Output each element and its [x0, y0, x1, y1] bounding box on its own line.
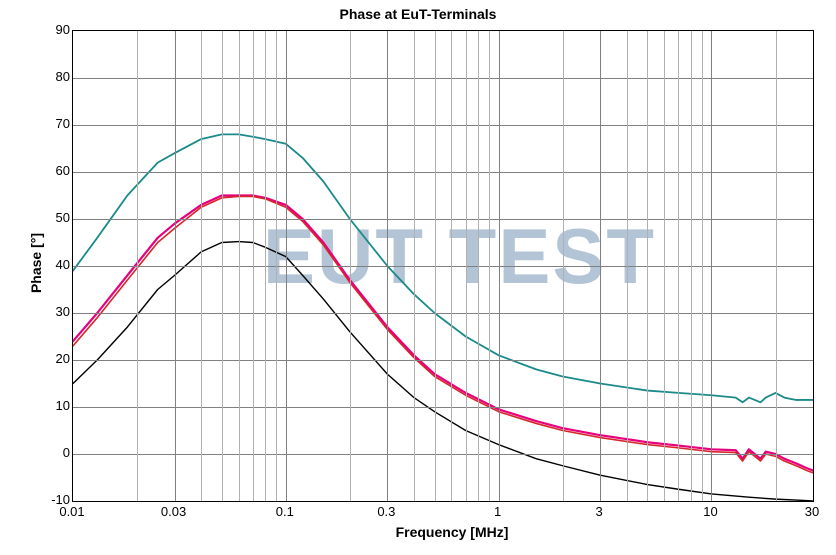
x-tick-label: 1	[494, 504, 501, 519]
grid-v-minor	[239, 31, 240, 501]
y-tick-label: 10	[30, 398, 70, 413]
grid-v-minor	[222, 31, 223, 501]
grid-v-major	[600, 31, 601, 501]
plot-area: EUT TEST	[72, 30, 814, 502]
grid-v-minor	[435, 31, 436, 501]
y-tick-label: 50	[30, 210, 70, 225]
grid-v-minor	[137, 31, 138, 501]
grid-v-minor	[678, 31, 679, 501]
x-axis-label: Frequency [MHz]	[382, 524, 522, 540]
chart-title: Phase at EuT-Terminals	[0, 6, 836, 22]
grid-v-minor	[691, 31, 692, 501]
x-tick-label: 0.01	[59, 504, 84, 519]
grid-v-minor	[489, 31, 490, 501]
y-tick-label: 40	[30, 257, 70, 272]
grid-v-minor	[201, 31, 202, 501]
y-tick-label: 70	[30, 116, 70, 131]
grid-v-minor	[627, 31, 628, 501]
grid-v-minor	[265, 31, 266, 501]
grid-v-minor	[350, 31, 351, 501]
grid-v-major	[175, 31, 176, 501]
grid-v-minor	[702, 31, 703, 501]
y-tick-label: 0	[30, 445, 70, 460]
x-tick-label: 0.03	[161, 504, 186, 519]
grid-v-major	[286, 31, 287, 501]
y-tick-label: 90	[30, 22, 70, 37]
y-tick-label: 30	[30, 304, 70, 319]
y-tick-label: 80	[30, 69, 70, 84]
grid-v-minor	[664, 31, 665, 501]
grid-v-major	[499, 31, 500, 501]
grid-v-minor	[414, 31, 415, 501]
grid-v-minor	[563, 31, 564, 501]
grid-v-major	[711, 31, 712, 501]
x-tick-label: 0.1	[276, 504, 294, 519]
grid-v-minor	[276, 31, 277, 501]
grid-v-minor	[478, 31, 479, 501]
grid-v-major	[387, 31, 388, 501]
grid-v-minor	[776, 31, 777, 501]
grid-v-minor	[466, 31, 467, 501]
grid-v-minor	[451, 31, 452, 501]
phase-chart: Phase at EuT-Terminals Phase [°] EUT TES…	[0, 0, 836, 555]
grid-v-minor	[253, 31, 254, 501]
y-tick-label: 60	[30, 163, 70, 178]
x-tick-label: 10	[703, 504, 717, 519]
x-tick-label: 0.3	[377, 504, 395, 519]
grid-v-minor	[647, 31, 648, 501]
y-tick-label: 20	[30, 351, 70, 366]
x-tick-label: 30	[805, 504, 819, 519]
x-tick-label: 3	[596, 504, 603, 519]
